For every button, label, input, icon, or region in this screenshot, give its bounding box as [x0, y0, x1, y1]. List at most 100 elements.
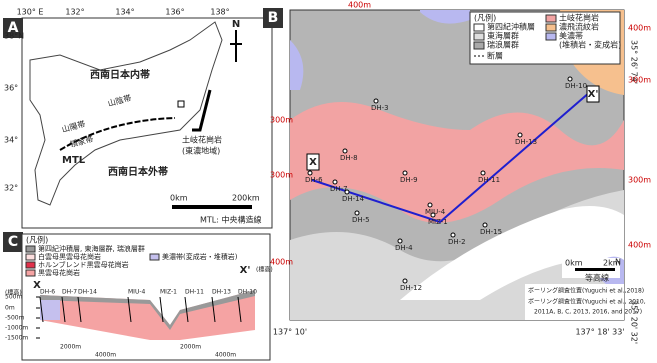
borehole-label: DH-8 — [340, 154, 358, 162]
legend-label: 断層 — [487, 51, 503, 61]
panel-label: B — [268, 10, 279, 26]
north: N — [232, 19, 240, 30]
borehole-label: DH-11 — [478, 176, 500, 184]
y-tick: -1000m — [5, 325, 28, 332]
legend-label: 黒雲母花崗岩 — [38, 268, 80, 277]
distance: 4000m — [95, 352, 116, 359]
note: ボーリング調査位置(Yuguchi et al.,2018) — [528, 287, 644, 295]
borehole — [402, 278, 408, 284]
coord: 137° 18' 33' — [575, 328, 624, 337]
contour-label: 300m — [270, 171, 293, 180]
borehole-label: MIU-4 — [425, 208, 446, 216]
legend-label: 美濃帯(変成岩・堆積岩) — [162, 252, 238, 261]
section-end: X — [33, 280, 41, 291]
borehole — [567, 76, 573, 82]
scale-label: 2km — [603, 259, 621, 268]
scale-bar — [575, 268, 615, 271]
borehole-label: DH-5 — [352, 216, 370, 224]
legend-swatch — [473, 32, 485, 41]
legend-label: ホルンブレンド黒雲母花崗岩 — [38, 260, 129, 269]
scale-bar — [172, 205, 252, 209]
legend-title: (凡例) — [26, 235, 48, 245]
borehole — [482, 222, 488, 228]
section-end: X' — [588, 89, 599, 100]
legend-swatch — [545, 14, 557, 23]
legend-label: 白雲母黒雲母花崗岩 — [38, 252, 101, 261]
scale-label: 0km — [565, 259, 583, 268]
legend-swatch — [25, 261, 36, 269]
contour-label: 400m — [628, 24, 651, 33]
borehole-label: MIU-4 — [128, 289, 146, 296]
scale-label: 0km — [170, 194, 188, 203]
borehole-label: DH-13 — [212, 289, 231, 296]
distance: 2000m — [180, 344, 201, 351]
y-tick: 500m — [5, 294, 22, 301]
borehole-label: DH-4 — [395, 244, 413, 252]
legend-label: 第四紀沖積層, 東海層群, 瑞浪層群 — [38, 244, 145, 253]
note-box — [525, 284, 624, 320]
borehole-label: DH-6 — [40, 289, 55, 296]
north: N — [615, 258, 621, 267]
borehole-label: DH-7 — [330, 185, 348, 193]
y-tick: 0m — [5, 305, 15, 312]
toki-marker — [177, 100, 185, 108]
lon-tick: 134° — [115, 8, 134, 17]
axis-title: (標高) — [256, 266, 273, 274]
section-end: X — [309, 157, 317, 168]
borehole-label: DH-12 — [400, 284, 422, 292]
borehole-label: DH-10 — [565, 82, 587, 90]
granite-label: 土岐花崗岩 — [182, 135, 222, 145]
legend-swatch — [545, 32, 557, 41]
legend-label: 美濃帯 — [559, 31, 583, 41]
lon-tick: 136° — [165, 8, 184, 17]
borehole-label: DH-10 — [238, 289, 257, 296]
legend-box — [469, 11, 621, 65]
borehole — [344, 189, 350, 195]
borehole-line — [127, 296, 132, 323]
label-box — [263, 8, 283, 28]
arrow — [192, 89, 212, 132]
note: MTL: 中央構造線 — [200, 215, 261, 225]
granite-area — [290, 102, 624, 223]
section-line — [311, 91, 591, 224]
zone: 西南日本外帯 — [108, 165, 168, 178]
section-granite — [40, 290, 255, 340]
borehole-label: DH-14 — [78, 289, 97, 296]
panel-label: A — [8, 20, 19, 36]
legend-label: 東海層群 — [487, 31, 519, 41]
borehole-label: DH-3 — [371, 104, 389, 112]
borehole — [480, 170, 486, 176]
section-mino — [40, 300, 60, 320]
note: 2011A, B, C, 2013, 2016, and 2017) — [534, 309, 642, 316]
borehole-label: DH-11 — [185, 289, 204, 296]
lon-tick: 138° — [210, 8, 229, 17]
borehole-label: MIZ-1 — [428, 218, 448, 226]
borehole-line — [61, 296, 66, 323]
borehole-label: DH-2 — [448, 238, 466, 246]
borehole-label: DH-7 — [62, 289, 77, 296]
y-tick: -500m — [5, 315, 25, 322]
contour-label: 400m — [270, 258, 293, 267]
mtl-label: MTL — [62, 155, 86, 166]
japan-outline — [29, 21, 223, 206]
lat-tick: 34° — [4, 136, 18, 145]
contour-label: 400m — [348, 1, 371, 10]
note: ボーリング調査位置(Yuguchi et al., 2010, — [528, 298, 646, 306]
lon-tick: 132° — [65, 8, 84, 17]
borehole — [427, 202, 433, 208]
distance: 2000m — [60, 344, 81, 351]
lon-tick: 130° E — [17, 8, 44, 17]
distance: 4000m — [215, 352, 236, 359]
borehole-line — [159, 296, 164, 323]
section-end: X' — [240, 265, 251, 276]
contour-legend: 等高線 — [585, 273, 609, 283]
borehole — [450, 232, 456, 238]
coord: 35° 20' 32' — [630, 300, 639, 344]
section-end-box — [306, 153, 320, 171]
lat-tick: 36° — [4, 84, 18, 93]
borehole — [354, 210, 360, 216]
borehole-label: DH-6 — [305, 176, 323, 184]
y-tick: -1500m — [5, 335, 28, 342]
borehole-line — [237, 296, 242, 323]
legend-label: 第四紀沖積層 — [487, 22, 535, 32]
